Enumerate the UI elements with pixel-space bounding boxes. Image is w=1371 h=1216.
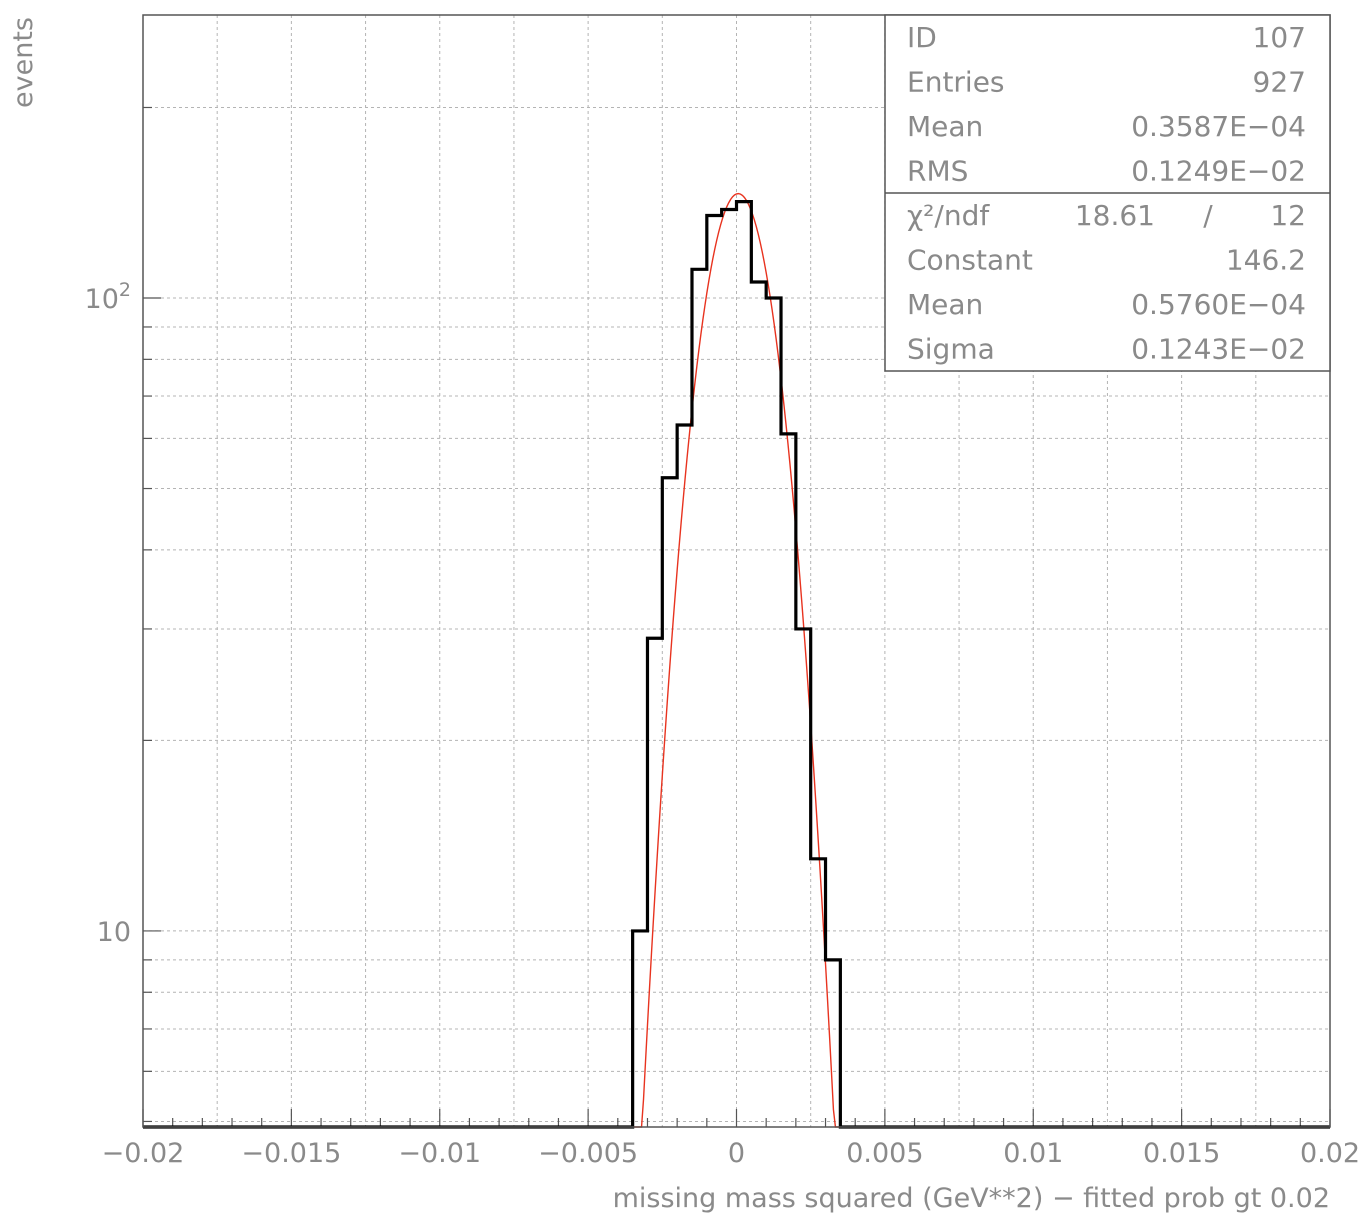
x-tick-label: −0.005	[538, 1138, 638, 1169]
histogram-bin	[722, 209, 737, 1127]
stat-label: Mean	[907, 110, 983, 143]
fit-stat-ndf: 12	[1270, 199, 1306, 232]
x-tick-label: 0.01	[1003, 1138, 1063, 1169]
histogram-bin	[692, 269, 707, 1127]
stat-value: 0.3587E−04	[1131, 110, 1306, 143]
x-tick-label: −0.01	[398, 1138, 481, 1169]
stat-value: 927	[1253, 66, 1306, 99]
histogram-bin	[633, 931, 648, 1127]
x-tick-label: 0.02	[1300, 1138, 1360, 1169]
fit-stat-separator: /	[1203, 199, 1213, 232]
histogram-bin	[811, 859, 826, 1127]
stats-box: ID 107 Entries 927 Mean 0.3587E−04 RMS 0.1249E−…	[884, 14, 1331, 372]
stat-label: RMS	[907, 155, 968, 188]
fit-stat-value: 0.1243E−02	[1131, 333, 1306, 366]
histogram-bin	[707, 216, 722, 1127]
x-tick-label: −0.015	[241, 1138, 341, 1169]
plot-frame	[142, 14, 1331, 1128]
y-tick-labels: 102 10	[85, 279, 131, 948]
histogram-bin	[766, 298, 781, 1127]
histogram-bin	[677, 425, 692, 1127]
x-tick-label: 0	[728, 1138, 745, 1169]
histogram-bin	[751, 282, 766, 1127]
histogram-bin	[826, 960, 841, 1127]
histogram-bin	[737, 202, 752, 1127]
stat-value: 107	[1253, 21, 1306, 54]
x-tick-label: 0.005	[846, 1138, 923, 1169]
fit-stat-label: Mean	[907, 288, 983, 321]
y-tick-label: 102	[85, 279, 131, 315]
fit-stat-value: 146.2	[1226, 244, 1306, 277]
stat-label: Entries	[907, 66, 1005, 99]
y-tick-label: 10	[97, 917, 131, 948]
x-tick-label: −0.02	[102, 1138, 185, 1169]
stat-label: ID	[907, 21, 937, 54]
stat-value: 0.1249E−02	[1131, 155, 1306, 188]
fit-stat-label: Sigma	[907, 333, 995, 366]
y-axis-title: events	[8, 17, 39, 108]
histogram-outline	[143, 200, 1330, 1129]
fit-stat-chi2: 18.61	[1075, 199, 1155, 232]
fit-stat-label: Constant	[907, 244, 1033, 277]
x-tick-labels: −0.02 −0.015 −0.01 −0.005 0 0.005 0.01 0.015 0.0…	[102, 1138, 1360, 1169]
x-tick-label: 0.015	[1143, 1138, 1220, 1169]
fit-stat-label: χ²/ndf	[907, 199, 990, 232]
histogram-bin	[662, 478, 677, 1127]
histogram-bin	[781, 434, 796, 1127]
histogram-bin	[647, 638, 662, 1127]
histogram-bin	[796, 629, 811, 1127]
fit-stat-value: 0.5760E−04	[1131, 288, 1306, 321]
x-axis-title: missing mass squared (GeV**2) − fitted p…	[613, 1183, 1330, 1214]
